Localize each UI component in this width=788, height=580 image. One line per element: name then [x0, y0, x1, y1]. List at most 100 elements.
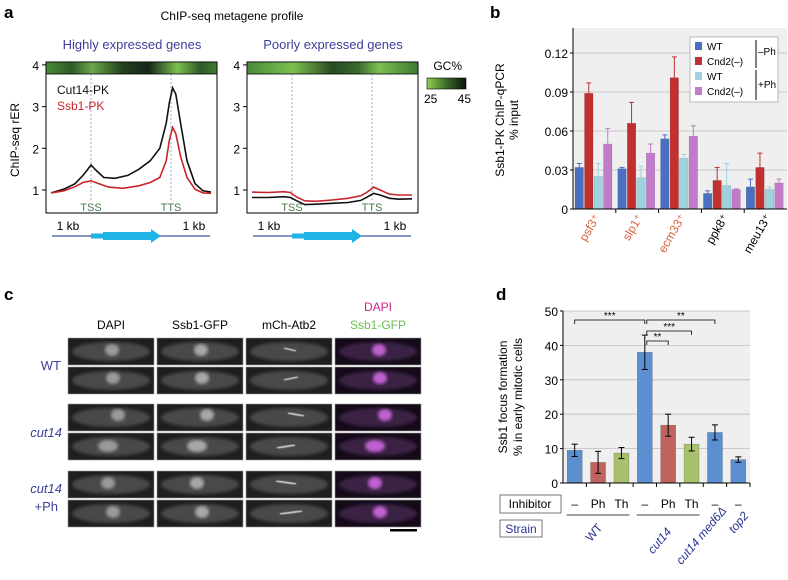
panel-a-title: ChIP-seq metagene profile	[161, 9, 304, 23]
legend-plus-ph: +Ph	[758, 80, 776, 91]
bar	[574, 167, 584, 210]
spindle	[283, 347, 297, 352]
strain-label: Strain	[505, 522, 536, 536]
y-tick-label: 0	[561, 203, 568, 217]
bar	[669, 77, 679, 210]
bar	[646, 152, 655, 210]
nucleus	[195, 506, 209, 518]
significance-bracket	[646, 340, 669, 345]
micrograph-merge	[334, 366, 422, 395]
micrograph-dapi	[67, 499, 155, 528]
y-tick-label: 4	[233, 59, 240, 73]
gc-content-bar	[45, 61, 218, 75]
significance-bracket	[646, 319, 716, 324]
bar	[765, 189, 774, 210]
y-tick-label: 3	[233, 101, 240, 115]
nucleus	[111, 409, 125, 421]
micrograph-mch-atb2	[245, 337, 333, 366]
nucleus	[373, 372, 387, 384]
y-tick-label: 0.09	[545, 86, 569, 100]
inhibitor-value: –	[571, 497, 578, 511]
micrograph-merge	[334, 470, 422, 499]
micrograph-dapi	[67, 403, 155, 432]
inhibitor-value: Ph	[661, 497, 676, 511]
plot-frame	[45, 61, 218, 214]
nucleus	[105, 344, 119, 356]
micrograph-ssb1-gfp	[156, 499, 244, 528]
panel-d-ylabel-2: % in early mitotic cells	[511, 338, 525, 456]
panel-b-letter: b	[490, 3, 500, 22]
nucleus	[368, 477, 382, 489]
cell-body	[250, 504, 328, 523]
inhibitor-value: Th	[685, 497, 699, 511]
significance-stars: **	[677, 311, 685, 322]
legend-cut14: Cut14-PK	[57, 83, 109, 97]
ssb1-profile-line	[50, 125, 212, 195]
cell-body	[250, 408, 328, 427]
category-label: psf3⁺	[576, 212, 603, 244]
col-header-dapi: DAPI	[97, 318, 125, 332]
bar	[617, 168, 627, 210]
inhibitor-value: –	[712, 497, 719, 511]
y-tick-label: 0	[551, 477, 558, 491]
micrograph-ssb1-gfp	[156, 432, 244, 461]
ssb1-profile-line	[251, 186, 412, 203]
category-label: slp1⁺	[619, 212, 645, 244]
category-label: ppk8⁺	[703, 212, 731, 247]
panel-a-letter: a	[4, 3, 14, 22]
kb-label-left: 1 kb	[258, 219, 281, 233]
subtitle-highly-expressed: Highly expressed genes	[63, 37, 202, 52]
gc-legend-title: GC%	[433, 59, 462, 73]
legend-swatch	[695, 42, 702, 50]
legend-label: Cnd2(–)	[707, 57, 743, 68]
nucleus	[101, 477, 115, 489]
bar	[603, 143, 613, 210]
bar	[679, 158, 689, 210]
plot-frame	[246, 61, 419, 214]
micrograph-ssb1-gfp	[156, 337, 244, 366]
strain-name: cut14	[645, 525, 675, 557]
legend-swatch	[695, 87, 702, 95]
nucleus	[378, 409, 392, 421]
microscopy-grid	[67, 337, 422, 528]
significance-stars: ***	[604, 311, 616, 322]
bar	[731, 189, 741, 210]
legend-label: Cnd2(–)	[707, 87, 743, 98]
legend-ssb1: Ssb1-PK	[57, 99, 104, 113]
micrograph-ssb1-gfp	[156, 470, 244, 499]
strain-box	[499, 519, 543, 538]
nucleus	[106, 506, 120, 518]
y-tick-label: 40	[545, 339, 559, 353]
tss-label: TSS	[80, 202, 101, 214]
bar	[637, 352, 653, 484]
kb-label-right: 1 kb	[183, 219, 206, 233]
panel-b-ylabel-1: Ssb1-PK ChIP-qPCR	[493, 63, 507, 177]
y-tick-label: 3	[32, 101, 39, 115]
bar	[627, 122, 636, 210]
nucleus	[190, 477, 204, 489]
legend-swatch	[695, 57, 702, 65]
strain-name: cut14 med6Δ	[673, 504, 729, 567]
spindle	[279, 510, 303, 515]
inhibitor-value: –	[641, 497, 648, 511]
legend-label: WT	[707, 72, 723, 83]
nucleus	[373, 506, 387, 518]
gc-max-label: 45	[458, 92, 472, 106]
significance-stars: **	[654, 332, 662, 343]
micrograph-mch-atb2	[245, 470, 333, 499]
micrograph-merge	[334, 432, 422, 461]
nucleus	[372, 344, 386, 356]
spindle	[287, 412, 305, 417]
micrograph-mch-atb2	[245, 499, 333, 528]
col-header-mch-atb2: mCh-Atb2	[262, 318, 316, 332]
y-tick-label: 0.06	[545, 125, 569, 139]
panel-b-ylabel-2: % input	[507, 99, 521, 140]
y-tick-label: 30	[545, 374, 559, 388]
bar	[755, 167, 765, 210]
gene-body-arrow-icon	[292, 229, 362, 243]
bar	[774, 182, 784, 210]
